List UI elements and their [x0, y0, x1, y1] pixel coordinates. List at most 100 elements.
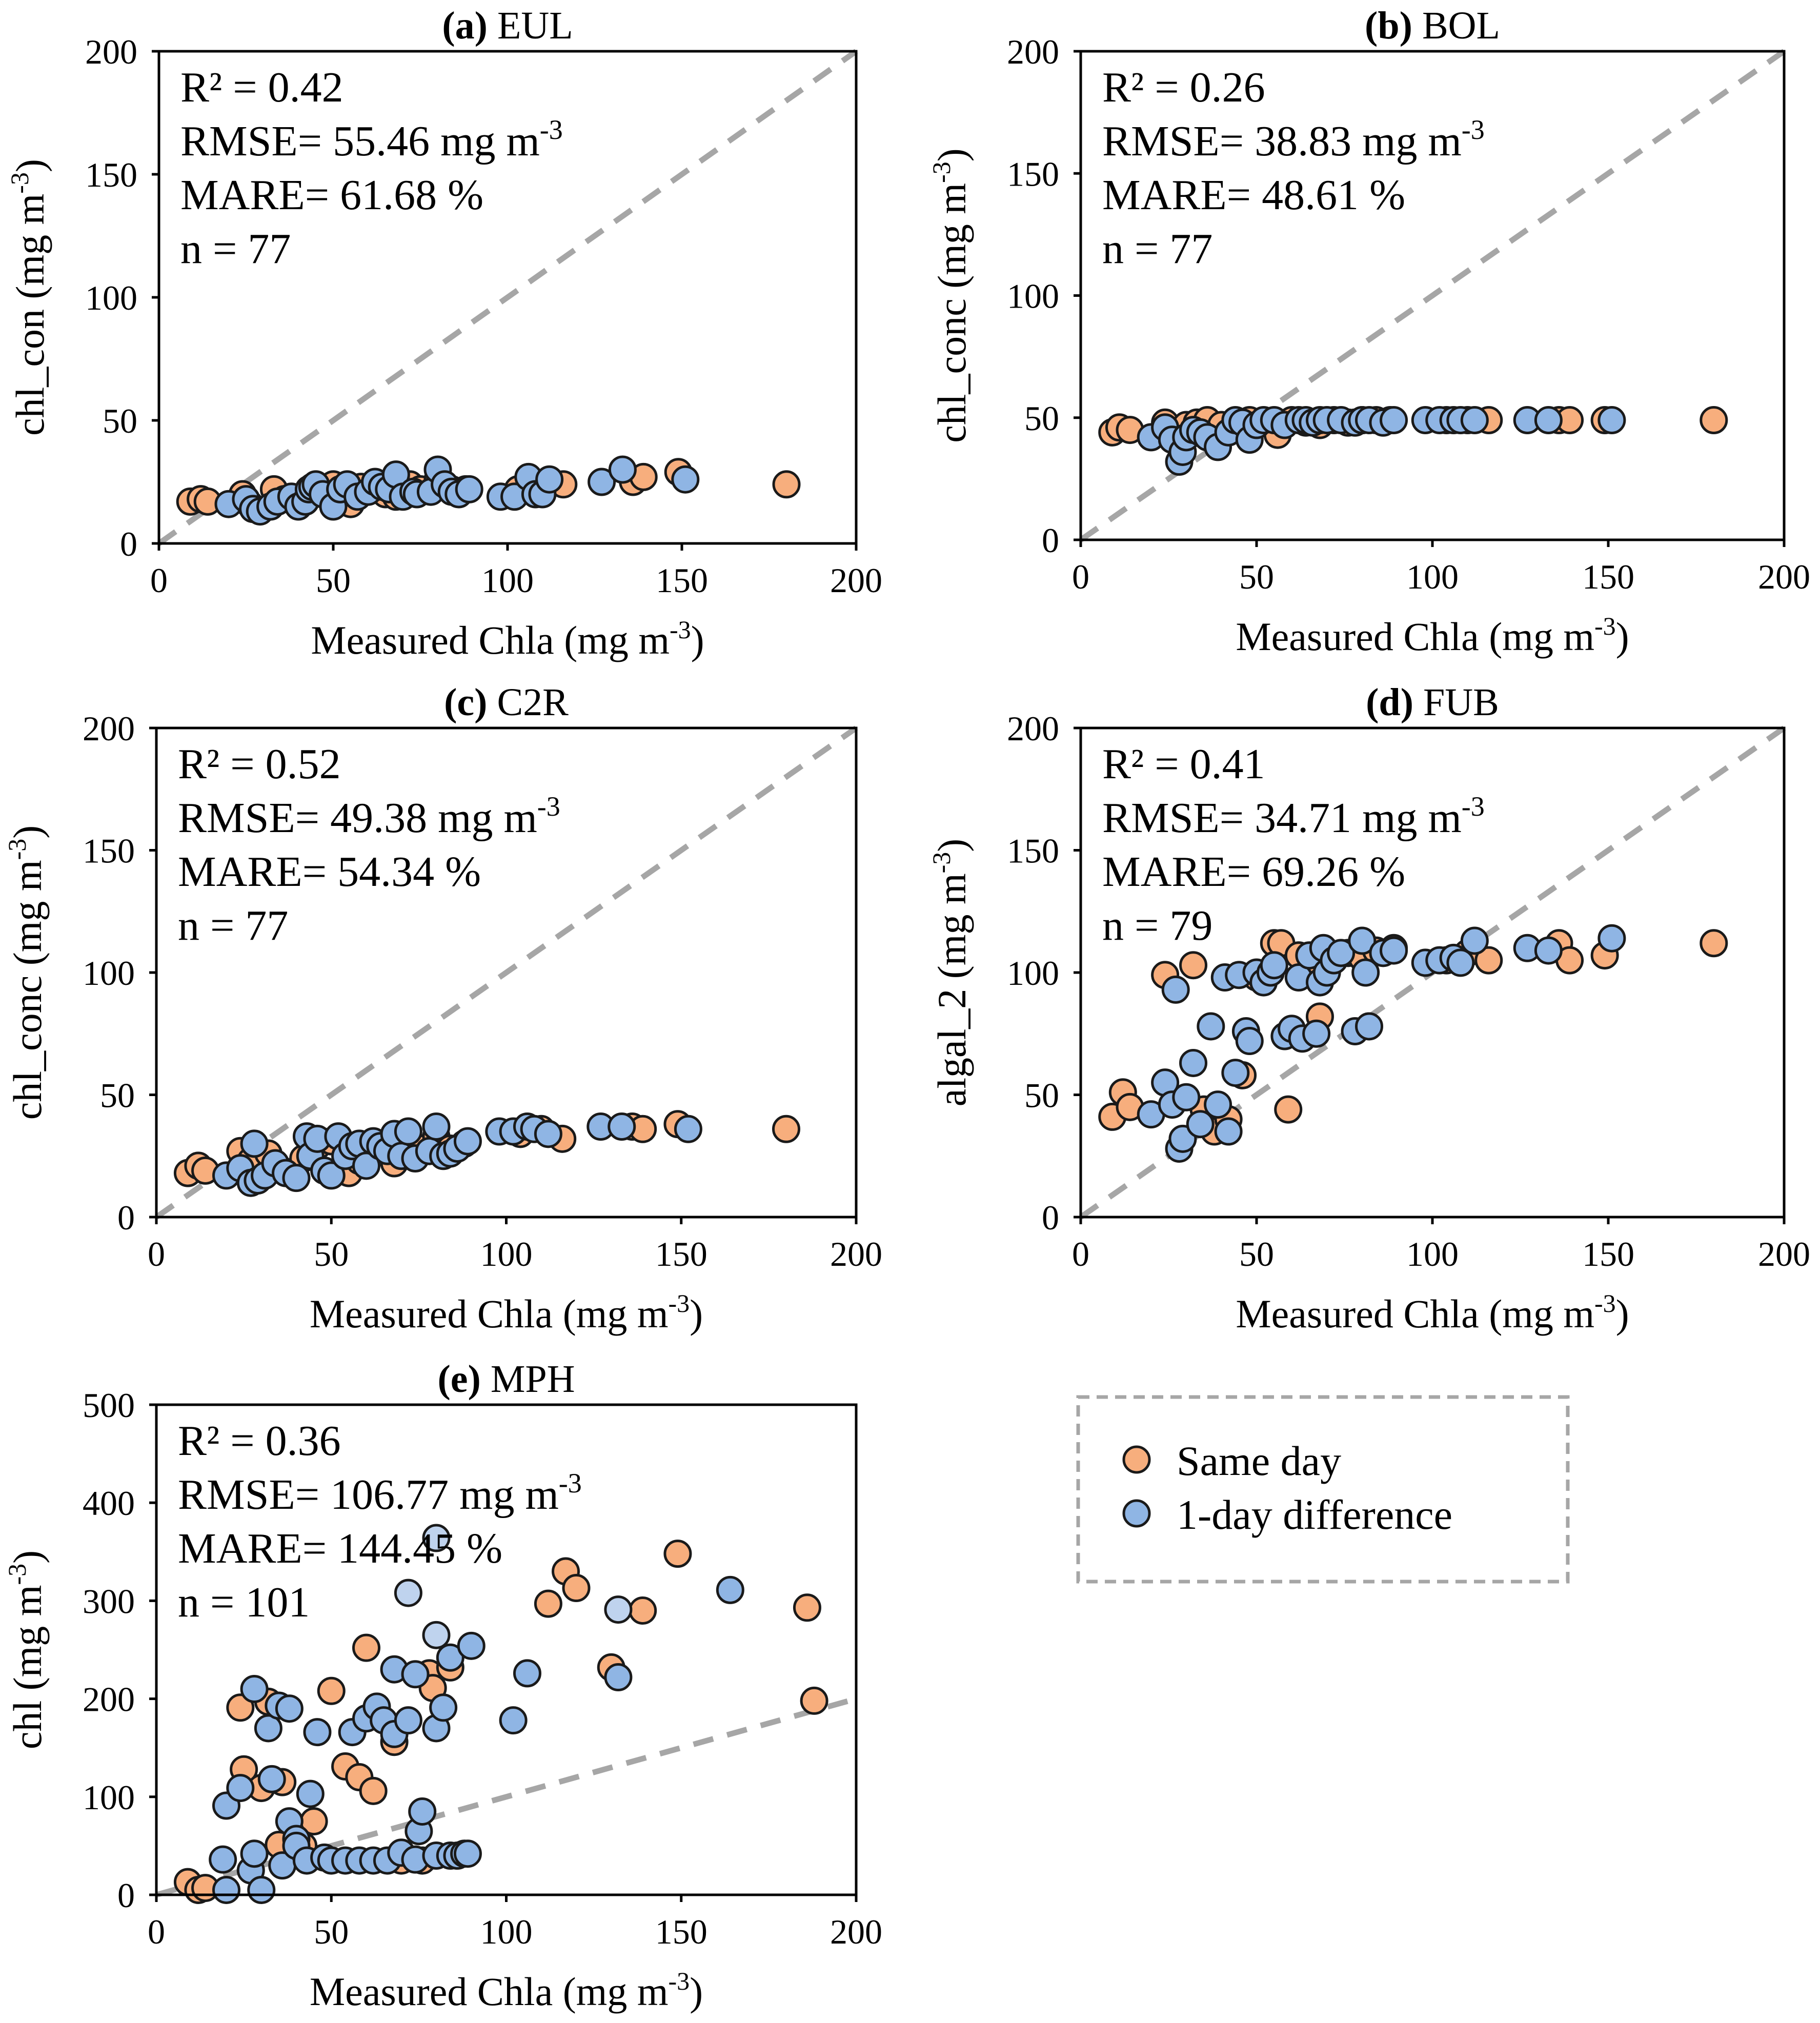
- x-tick-label: 200: [830, 561, 882, 600]
- data-point: [401, 1660, 430, 1689]
- data-point: [588, 468, 616, 496]
- y-axis-label-unit-exponent: -3: [927, 852, 956, 874]
- x-tick-label: 100: [480, 1235, 533, 1273]
- y-axis-label-text: chl_conc (mg m: [5, 860, 50, 1120]
- series-one-day: [214, 455, 700, 526]
- x-tick-label: 200: [1758, 557, 1810, 596]
- y-tick-label: 150: [1007, 832, 1059, 871]
- y-tick-label: 400: [83, 1484, 135, 1523]
- y-axis-label-text: chl_conc (mg m: [929, 183, 974, 443]
- panel-title-name: C2R: [487, 681, 569, 724]
- panel-title: (d) FUB: [1366, 681, 1499, 724]
- y-tick-label: 50: [100, 1076, 135, 1115]
- legend-label-same-day: Same day: [1177, 1438, 1341, 1484]
- one-to-one-line: [154, 725, 858, 1220]
- data-point: [1460, 406, 1489, 435]
- data-point: [226, 1774, 255, 1803]
- panel-title-letter: (b): [1365, 4, 1412, 47]
- panel-title: (e) MPH: [437, 1358, 575, 1401]
- x-axis-label-end: ): [690, 1969, 703, 2014]
- data-point: [226, 1693, 255, 1722]
- data-point: [247, 1875, 276, 1904]
- y-tick-label: 100: [1007, 954, 1059, 993]
- legend-marker-one-day: [1122, 1499, 1151, 1528]
- y-axis-label: chl_conc (mg m-3): [927, 148, 974, 443]
- y-tick-label: 0: [117, 1876, 135, 1915]
- panel-e: 0 50 100 150 200 0 100 200 300 400 500 (e) MPH Measu…: [3, 1358, 882, 2014]
- data-point: [212, 1875, 240, 1904]
- x-axis-label-text: Measured Chla (mg m: [310, 1291, 669, 1336]
- panel-title-name: FUB: [1413, 681, 1499, 724]
- data-point: [1221, 1059, 1250, 1087]
- x-tick-label: 0: [1072, 557, 1089, 596]
- x-tick-label: 0: [148, 1235, 165, 1273]
- data-point: [455, 475, 483, 503]
- x-tick-label: 150: [655, 1912, 707, 1951]
- x-tick-label: 0: [150, 561, 168, 600]
- data-point: [1597, 924, 1626, 953]
- data-point: [359, 1776, 388, 1805]
- data-point: [436, 1643, 464, 1672]
- data-point: [1179, 951, 1208, 980]
- y-axis-label-text: chl (mg m: [5, 1585, 50, 1750]
- panel-title-letter: (d): [1366, 681, 1413, 724]
- x-tick-label: 150: [656, 561, 708, 600]
- panel-title-letter: (e): [437, 1358, 480, 1401]
- series-one-day: [209, 1575, 744, 1904]
- stat-n: n = 79: [1102, 902, 1212, 949]
- data-point: [352, 1633, 380, 1662]
- data-point: [1302, 1019, 1331, 1048]
- stat-n: n = 77: [1102, 225, 1212, 273]
- data-point: [772, 470, 801, 499]
- y-tick-label: 150: [1007, 154, 1059, 193]
- y-tick-label: 300: [83, 1582, 135, 1621]
- stat-rmse-text: RMSE= 34.71 mg m: [1102, 794, 1462, 842]
- y-axis-label-end: ): [929, 839, 974, 852]
- y-axis-label-end: ): [929, 148, 974, 161]
- x-axis-label: Measured Chla (mg m-3): [310, 1289, 703, 1336]
- data-point: [1597, 406, 1626, 435]
- legend-box: [1076, 1395, 1570, 1584]
- panel-title-letter: (a): [442, 4, 488, 47]
- data-point: [629, 1596, 657, 1625]
- series-one-day: [1137, 406, 1626, 476]
- x-axis-label: Measured Chla (mg m-3): [311, 615, 704, 662]
- data-point: [275, 1694, 304, 1723]
- data-point: [1161, 975, 1190, 1004]
- data-point: [257, 1765, 286, 1793]
- stat-r2: R² = 0.36: [178, 1417, 341, 1465]
- y-axis-label-text: chl_con (mg m: [8, 194, 52, 436]
- data-point: [800, 1686, 828, 1715]
- data-point: [1179, 1048, 1208, 1077]
- x-tick-label: 200: [1758, 1235, 1810, 1273]
- data-point: [513, 1659, 541, 1688]
- data-point: [793, 1593, 821, 1622]
- data-point: [1700, 929, 1728, 958]
- data-point: [1260, 951, 1288, 980]
- data-point: [240, 1839, 269, 1868]
- panel-title: (c) C2R: [444, 681, 569, 724]
- data-point: [608, 455, 637, 484]
- data-point: [429, 1693, 458, 1722]
- x-axis-label: Measured Chla (mg m-3): [1236, 1289, 1629, 1336]
- x-axis-label-end: ): [691, 618, 704, 662]
- x-axis-label-end: ): [690, 1291, 703, 1336]
- x-tick-label: 200: [830, 1912, 882, 1951]
- x-tick-label: 0: [148, 1912, 165, 1951]
- stat-rmse-unit-exponent: -3: [1462, 114, 1485, 145]
- data-point: [663, 1540, 692, 1568]
- panel-title-name: BOL: [1412, 4, 1500, 47]
- stat-n: n = 77: [178, 902, 288, 949]
- data-point: [1380, 936, 1408, 965]
- y-tick-label: 200: [1007, 709, 1059, 748]
- y-axis-label-end: ): [8, 159, 52, 172]
- data-point: [408, 1797, 437, 1826]
- panel-title-letter: (c): [444, 681, 487, 724]
- data-point: [1380, 406, 1408, 435]
- panel-a: 0 50 100 150 200 0 50 100 150 200 (a) EUL Measured …: [5, 4, 882, 662]
- panel-b: 0 50 100 150 200 0 50 100 150 200 (b) BOL Measured …: [927, 4, 1810, 659]
- stat-r2: R² = 0.41: [1102, 740, 1265, 788]
- data-point: [394, 1706, 422, 1735]
- x-tick-label: 100: [1406, 557, 1459, 596]
- x-tick-label: 100: [481, 561, 534, 600]
